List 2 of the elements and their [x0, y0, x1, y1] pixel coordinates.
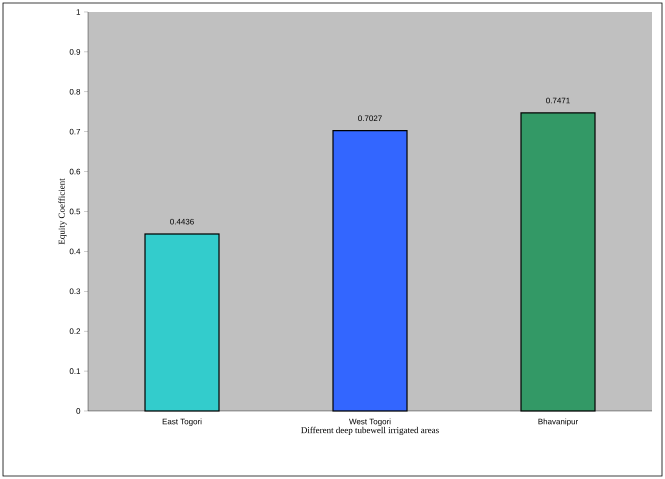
y-axis-title: Equity Coefficient	[58, 178, 67, 244]
x-axis-title: Different deep tubewell irrigated areas	[301, 426, 439, 436]
